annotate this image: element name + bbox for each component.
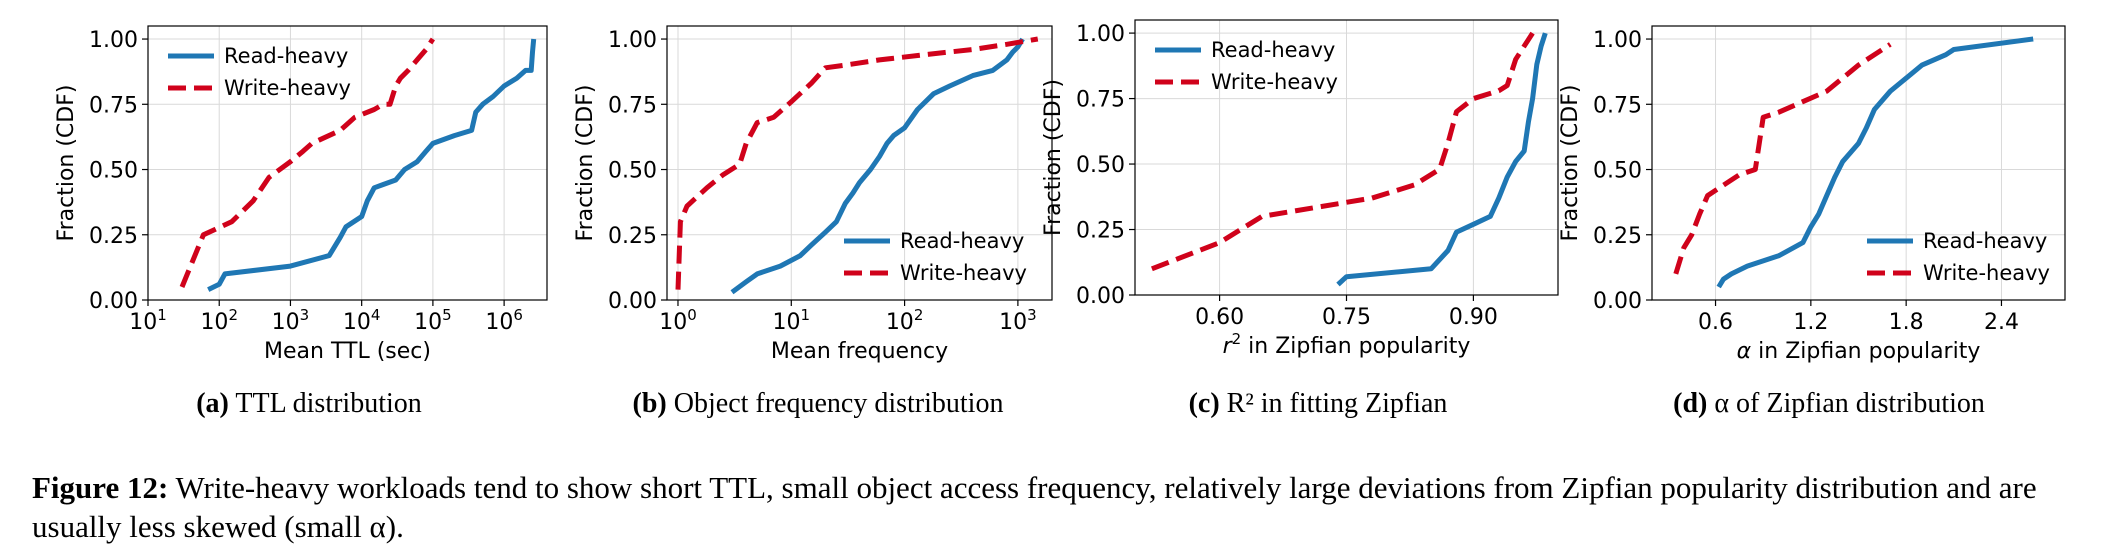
legend-label: Write-heavy xyxy=(900,261,1027,285)
legend-label: Read-heavy xyxy=(224,44,348,68)
plot-frame xyxy=(666,25,1053,301)
figure-caption: Figure 12: Write-heavy workloads tend to… xyxy=(32,468,2102,546)
figure-caption-text: Write-heavy workloads tend to show short… xyxy=(32,470,2037,544)
legend-label: Read-heavy xyxy=(1923,229,2047,253)
x-tick-label: 100 xyxy=(659,306,697,335)
subcaption-b: (b) Object frequency distribution xyxy=(633,388,1004,420)
subcaption-label: (a) xyxy=(196,388,229,419)
chart-panel-d: 0.00 0.25 0.50 0.75 1.00 0.6 1.2 1.8 2.4 α in Zip… xyxy=(1558,0,2108,380)
x-tick-label: 101 xyxy=(773,306,811,335)
legend: Read-heavy Write-heavy xyxy=(1155,38,1338,94)
subcaption-label: (b) xyxy=(632,388,667,419)
y-tick-label: 0.50 xyxy=(1593,159,1642,184)
legend: Read-heavy Write-heavy xyxy=(844,229,1027,285)
chart-d: 0.00 0.25 0.50 0.75 1.00 0.6 1.2 1.8 2.4α in Zip… xyxy=(1558,25,2066,364)
grid xyxy=(1135,20,1558,296)
subcaption-label: (c) xyxy=(1188,388,1220,419)
x-tick-label: 103 xyxy=(999,306,1037,335)
x-tick-label: 1.2 xyxy=(1793,310,1828,335)
chart-panel-b: 0.00 0.25 0.50 0.75 1.00 100 101 102 103 Mean fre… xyxy=(527,0,1054,380)
y-tick-label: 0.00 xyxy=(608,289,657,314)
subcaption-c: (c) R² in fitting Zipfian xyxy=(1189,388,1448,420)
subcaption-text: Object frequency distribution xyxy=(673,388,1004,419)
x-tick-label: 101 xyxy=(129,306,167,335)
y-tick-label: 0.25 xyxy=(1076,219,1125,244)
series-line-read-heavy xyxy=(1336,32,1548,287)
x-tick-label: 0.60 xyxy=(1195,305,1244,330)
x-tick-label: 103 xyxy=(272,306,310,335)
subcaption-d: (d) α of Zipfian distribution xyxy=(1673,388,1985,420)
y-tick-label: 0.50 xyxy=(89,159,138,184)
subcaption-text: α of Zipfian distribution xyxy=(1714,388,1985,419)
legend-label: Read-heavy xyxy=(900,229,1024,253)
chart-b: 0.00 0.25 0.50 0.75 1.00 100 101 102 103 Mean fre… xyxy=(573,25,1053,364)
y-tick-label: 0.00 xyxy=(1076,284,1125,309)
y-tick-label: 1.00 xyxy=(1076,22,1125,47)
y-axis-label: Fraction (CDF) xyxy=(1558,85,1583,242)
legend-label: Write-heavy xyxy=(1211,70,1338,94)
legend: Read-heavy Write-heavy xyxy=(1867,229,2050,285)
series-line-write-heavy xyxy=(675,36,1039,290)
plot-frame xyxy=(1651,25,2066,301)
legend-label: Write-heavy xyxy=(224,76,351,100)
y-tick-label: 1.00 xyxy=(1593,28,1642,53)
y-axis-label: Fraction (CDF) xyxy=(1041,79,1066,236)
x-tick-label: 0.6 xyxy=(1698,310,1733,335)
y-tick-label: 1.00 xyxy=(89,28,138,53)
y-tick-label: 0.00 xyxy=(1593,289,1642,314)
y-tick-label: 0.50 xyxy=(608,159,657,184)
y-axis-label: Fraction (CDF) xyxy=(573,85,598,242)
y-tick-label: 0.75 xyxy=(1076,88,1125,113)
x-tick-label: 1.8 xyxy=(1889,310,1924,335)
y-tick-label: 0.25 xyxy=(89,224,138,249)
y-tick-label: 0.25 xyxy=(1593,224,1642,249)
series-line-read-heavy xyxy=(1716,36,2034,289)
x-axis-label: α in Zipfian popularity xyxy=(1737,339,1981,364)
x-tick-label: 102 xyxy=(886,306,924,335)
x-axis-label: r2 in Zipfian popularity xyxy=(1223,330,1471,359)
series-line-write-heavy xyxy=(1150,31,1535,272)
y-tick-label: 1.00 xyxy=(608,28,657,53)
series-line-write-heavy xyxy=(179,37,435,288)
subcaption-text: R² in fitting Zipfian xyxy=(1226,388,1448,419)
plot-frame xyxy=(147,25,548,301)
legend-label: Read-heavy xyxy=(1211,38,1335,62)
x-tick-label: 106 xyxy=(485,306,523,335)
y-tick-label: 0.00 xyxy=(89,289,138,314)
x-tick-label: 0.90 xyxy=(1449,305,1498,330)
x-axis-label: Mean frequency xyxy=(771,339,948,364)
chart-a: 0.00 0.25 0.50 0.75 1.00 101 102 103 104 105 106 Me… xyxy=(54,25,548,364)
x-tick-label: 0.75 xyxy=(1322,305,1371,330)
figure-caption-label: Figure 12: xyxy=(32,470,169,505)
legend-label: Write-heavy xyxy=(1923,261,2050,285)
y-tick-label: 0.75 xyxy=(89,93,138,118)
x-tick-label: 105 xyxy=(414,306,452,335)
chart-panel-c: 0.00 0.25 0.50 0.75 1.00 0.60 0.75 0.90 r2 in Zi… xyxy=(1041,0,1581,380)
series-line-read-heavy xyxy=(730,37,1025,295)
subcaption-text: TTL distribution xyxy=(235,388,422,419)
y-tick-label: 0.75 xyxy=(608,93,657,118)
subcaption-label: (d) xyxy=(1673,388,1708,419)
series-line-write-heavy xyxy=(1673,42,1892,275)
series-line-read-heavy xyxy=(207,38,537,292)
y-axis-label: Fraction (CDF) xyxy=(54,85,79,242)
legend: Read-heavy Write-heavy xyxy=(168,44,351,100)
x-tick-label: 104 xyxy=(343,306,381,335)
chart-panel-a: 0.00 0.25 0.50 0.75 1.00 101 102 103 104 105 106 Me… xyxy=(0,0,548,380)
x-tick-label: 2.4 xyxy=(1984,310,2019,335)
x-tick-label: 102 xyxy=(200,306,238,335)
subcaption-a: (a) TTL distribution xyxy=(196,388,422,420)
y-tick-label: 0.50 xyxy=(1076,153,1125,178)
y-tick-label: 0.25 xyxy=(608,224,657,249)
x-axis-label: Mean TTL (sec) xyxy=(264,339,431,364)
y-tick-label: 0.75 xyxy=(1593,93,1642,118)
